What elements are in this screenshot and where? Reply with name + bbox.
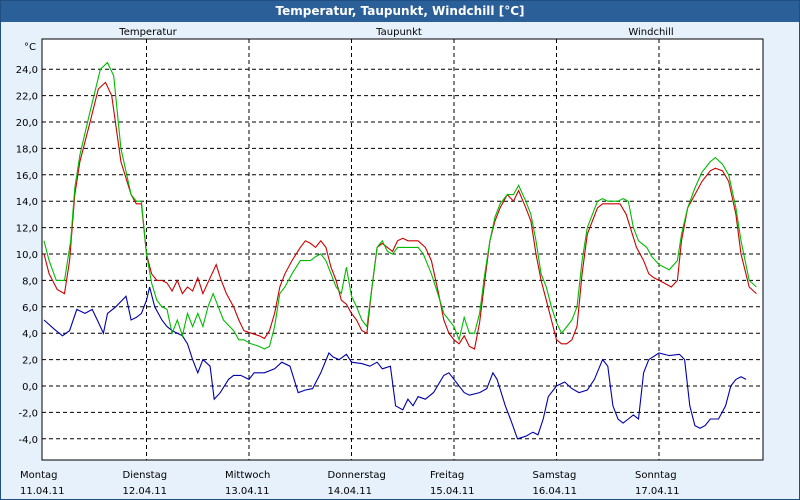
- x-axis: Montag 11.04.11 Dienstag 12.04.11 Mittwoch 13…: [20, 470, 680, 497]
- x-tick-date-label: 13.04.11: [225, 486, 270, 497]
- y-tick-label: 18,0: [16, 144, 38, 155]
- y-tick-label: 2,0: [22, 356, 38, 367]
- x-tick-day-label: Donnerstag: [328, 470, 386, 481]
- series-lines: [43, 61, 757, 440]
- y-tick-label: 20,0: [16, 118, 38, 129]
- window-title: Temperatur, Taupunkt, Windchill [°C]: [1, 1, 799, 22]
- legend-item-taupunkt: Taupunkt: [375, 27, 422, 38]
- x-tick-day-label: Sonntag: [635, 470, 677, 481]
- y-tick-label: 12,0: [16, 224, 38, 235]
- y-tick-label: 8,0: [22, 276, 38, 287]
- x-tick-day-label: Dienstag: [123, 470, 168, 481]
- y-axis: -4,0 -2,0 0,0 2,0 4,0 6,0 8,0 10,0 12,0 14,0 16,0 1…: [16, 65, 38, 446]
- legend: Temperatur Taupunkt Windchill: [118, 27, 673, 38]
- plot-area: [41, 38, 764, 461]
- series-line-taupunkt: [43, 286, 747, 440]
- x-tick-date-label: 11.04.11: [20, 486, 65, 497]
- y-tick-label: 6,0: [22, 303, 38, 314]
- y-tick-label: 24,0: [16, 65, 38, 76]
- x-tick-day-label: Samstag: [533, 470, 577, 481]
- legend-item-temperatur: Temperatur: [118, 27, 177, 38]
- y-tick-label: 14,0: [16, 197, 38, 208]
- x-tick-date-label: 12.04.11: [123, 486, 168, 497]
- y-tick-label: 10,0: [16, 250, 38, 261]
- x-tick-date-label: 17.04.11: [635, 486, 680, 497]
- y-tick-label: 0,0: [22, 382, 38, 393]
- x-tick-day-label: Freitag: [430, 470, 464, 481]
- x-tick-date-label: 14.04.11: [328, 486, 373, 497]
- y-tick-label: 4,0: [22, 329, 38, 340]
- y-axis-unit: °C: [24, 42, 36, 53]
- series-line-windchill: [43, 61, 757, 350]
- x-tick-date-label: 16.04.11: [533, 486, 578, 497]
- x-tick-date-label: 15.04.11: [430, 486, 475, 497]
- x-tick-day-label: Mittwoch: [225, 470, 270, 481]
- series-line-temperatur: [43, 81, 757, 350]
- y-tick-label: -4,0: [18, 435, 38, 446]
- legend-item-windchill: Windchill: [628, 27, 673, 38]
- x-tick-day-label: Montag: [20, 470, 57, 481]
- y-tick-label: 16,0: [16, 171, 38, 182]
- y-tick-label: 22,0: [16, 92, 38, 103]
- y-tick-label: -2,0: [18, 408, 38, 419]
